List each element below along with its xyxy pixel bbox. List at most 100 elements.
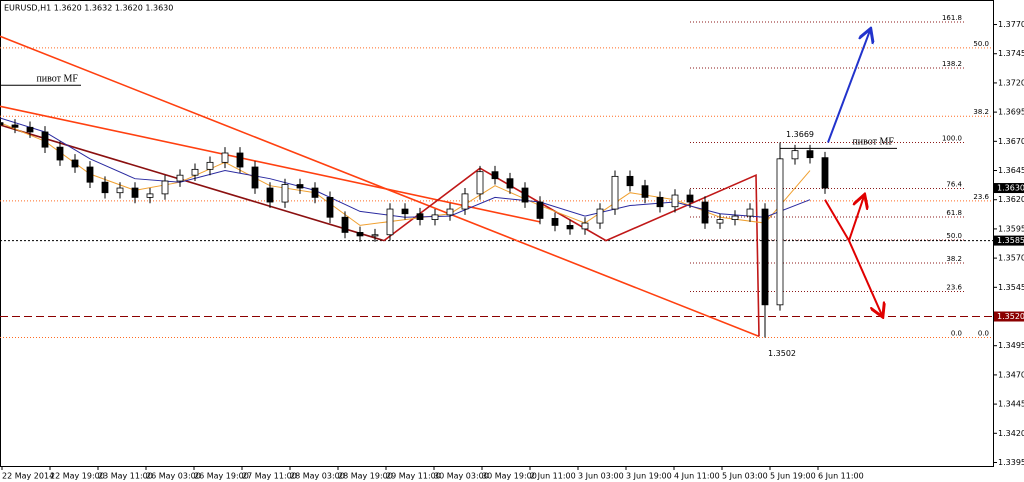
candle-body (581, 222, 589, 230)
candle-body (371, 234, 379, 237)
y-tick-label: 1.3770 (998, 20, 1024, 29)
y-tick-label: 1.3670 (998, 137, 1024, 146)
current-price-box (994, 183, 1024, 194)
x-tick-label: 22 May 2014 (2, 472, 54, 481)
h-line-label: 1.3520 (997, 312, 1024, 321)
candle-body (176, 174, 184, 182)
candle-body (656, 196, 664, 208)
fib-label: 100.0 (942, 134, 962, 142)
x-tick-label: 4 Jun 11:00 (674, 472, 720, 481)
y-tick-label: 1.3545 (998, 283, 1024, 292)
fib-label: 0.0 (978, 330, 989, 338)
candle-body (11, 124, 19, 128)
y-tick-label: 1.3645 (998, 166, 1024, 175)
candle-body (356, 232, 364, 237)
x-tick-label: 5 Jun 03:00 (722, 472, 768, 481)
candle-body (86, 166, 94, 183)
fib-label: 23.6 (946, 283, 962, 291)
x-tick-label: 22 May 19:00 (50, 472, 105, 481)
fib-label: 50.0 (946, 232, 962, 240)
y-tick-label: 1.3570 (998, 254, 1024, 263)
candle-body (146, 193, 154, 198)
arrow (848, 240, 882, 316)
x-tick-label: 6 Jun 11:00 (818, 472, 864, 481)
candle-body (686, 194, 694, 203)
candle-body (491, 171, 499, 180)
candle-body (386, 208, 394, 236)
y-tick-label: 1.3720 (998, 78, 1024, 87)
fib-label: 138.2 (942, 60, 962, 68)
y-tick-label: 1.3420 (998, 429, 1024, 438)
candle-body (26, 126, 34, 133)
x-tick-label: 29 May 11:00 (386, 472, 441, 481)
x-tick-label: 5 Jun 19:00 (770, 472, 816, 481)
candle-body (506, 178, 514, 189)
x-tick-label: 28 May 03:00 (290, 472, 345, 481)
candle-body (536, 201, 544, 219)
candle-body (611, 175, 619, 210)
pivot-label: пивот MF (36, 74, 78, 85)
candle-body (716, 219, 724, 224)
candle-body (596, 208, 604, 224)
x-tick-label: 3 Jun 19:00 (626, 472, 672, 481)
y-tick-label: 1.3695 (998, 108, 1024, 117)
fib-label: 161.8 (942, 14, 962, 22)
x-tick-label: 26 May 19:00 (194, 472, 249, 481)
candle-body (56, 146, 64, 161)
candle-body (41, 131, 49, 148)
candle-body (566, 225, 574, 230)
h-line-box (994, 311, 1024, 322)
y-tick-label: 1.3495 (998, 341, 1024, 350)
fib-label: 76.4 (946, 181, 962, 189)
chart-header: EURUSD,H1 1.3620 1.3632 1.3620 1.3630 (4, 4, 173, 13)
candle-body (191, 168, 199, 176)
candle-body (446, 208, 454, 216)
candle-body (251, 166, 259, 189)
candle-body (206, 161, 214, 170)
y-tick-label: 1.3595 (998, 224, 1024, 233)
pivot-label: пивот MF (852, 137, 894, 148)
trend-line (0, 105, 541, 223)
price-annotation: 1.3502 (768, 349, 796, 358)
candle-body (746, 208, 754, 217)
candle-body (671, 194, 679, 208)
candle-body (521, 187, 529, 203)
candle-body (311, 187, 319, 198)
x-tick-label: 27 May 11:00 (242, 472, 297, 481)
price-annotation: 1.3669 (786, 130, 814, 139)
y-tick-label: 1.3445 (998, 400, 1024, 409)
x-tick-label: 2 Jun 11:00 (530, 472, 576, 481)
y-tick-label: 1.3745 (998, 49, 1024, 58)
candle-body (341, 216, 349, 233)
candle-body (401, 208, 409, 215)
y-tick-label: 1.3395 (998, 458, 1024, 467)
candle-body (761, 208, 769, 306)
candle-body (731, 215, 739, 220)
candle-body (71, 159, 79, 168)
fib-label: 38.2 (946, 255, 962, 263)
fib-label: 61.8 (946, 209, 962, 217)
y-tick-label: 1.3620 (998, 195, 1024, 204)
arrow (827, 30, 870, 143)
candle-body (0, 122, 4, 126)
candle-body (461, 193, 469, 210)
candle-body (101, 181, 109, 194)
candle-body (791, 150, 799, 160)
candle-body (296, 184, 304, 189)
candle-body (416, 213, 424, 220)
fib-label: 23.6 (973, 193, 989, 201)
h-line-box (994, 235, 1024, 246)
candle-body (116, 187, 124, 194)
candle-body (431, 214, 439, 220)
trend-line (0, 35, 760, 338)
candle-body (806, 150, 814, 159)
x-tick-label: 26 May 03:00 (146, 472, 201, 481)
x-tick-label: 23 May 11:00 (98, 472, 153, 481)
candle-body (641, 185, 649, 198)
candle-body (551, 218, 559, 226)
h-line-label: 1.3585 (997, 236, 1024, 245)
current-price-label: 1.3630 (997, 184, 1024, 193)
candle-body (236, 152, 244, 168)
candle-body (626, 175, 634, 187)
